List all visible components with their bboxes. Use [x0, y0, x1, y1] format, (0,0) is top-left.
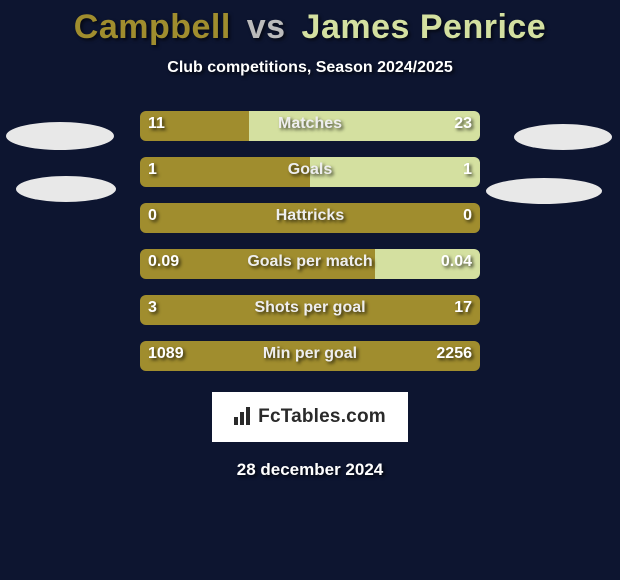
stat-value-left: 11 [148, 115, 165, 133]
bar-track [140, 157, 480, 187]
bar-segment-left [140, 157, 310, 187]
stat-row: 00Hattricks [0, 203, 620, 249]
player1-name: Campbell [74, 8, 231, 46]
bar-track [140, 295, 480, 325]
date-text: 28 december 2024 [0, 460, 620, 480]
stat-row: 10892256Min per goal [0, 341, 620, 387]
stat-row: 11Goals [0, 157, 620, 203]
stat-value-left: 1089 [148, 345, 184, 363]
bar-segment-left [140, 341, 480, 371]
bar-track [140, 111, 480, 141]
stat-value-right: 0 [463, 207, 472, 225]
bars-icon [234, 407, 254, 425]
bar-track [140, 341, 480, 371]
stat-row: 317Shots per goal [0, 295, 620, 341]
bar-track [140, 203, 480, 233]
branding-badge: FcTables.com [212, 392, 408, 442]
stat-value-right: 2256 [436, 345, 472, 363]
branding-text: FcTables.com [258, 406, 386, 427]
stat-value-right: 23 [454, 115, 472, 133]
vs-text: vs [247, 8, 286, 46]
bar-track [140, 249, 480, 279]
stat-value-left: 1 [148, 161, 157, 179]
bar-segment-right [310, 157, 480, 187]
stat-row: 1123Matches [0, 111, 620, 157]
player2-name: James Penrice [302, 8, 547, 46]
stat-value-left: 0.09 [148, 253, 179, 271]
bar-segment-left [140, 295, 480, 325]
stats-chart: 1123Matches11Goals00Hattricks0.090.04Goa… [0, 111, 620, 387]
stat-value-right: 17 [454, 299, 472, 317]
stat-row: 0.090.04Goals per match [0, 249, 620, 295]
subtitle: Club competitions, Season 2024/2025 [0, 59, 620, 77]
stat-value-left: 3 [148, 299, 157, 317]
stat-value-right: 1 [463, 161, 472, 179]
bar-segment-right [249, 111, 480, 141]
comparison-title: Campbell vs James Penrice [0, 0, 620, 47]
stat-value-right: 0.04 [441, 253, 472, 271]
bar-segment-left [140, 203, 480, 233]
stat-value-left: 0 [148, 207, 157, 225]
footer: FcTables.com 28 december 2024 [0, 392, 620, 480]
